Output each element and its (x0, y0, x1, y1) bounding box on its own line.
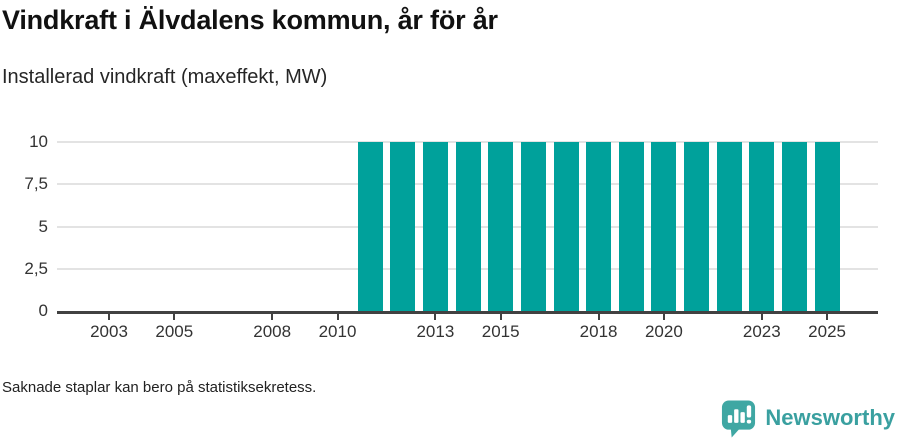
x-axis-label: 2018 (579, 322, 618, 341)
x-axis-label: 2005 (155, 322, 194, 341)
x-axis-label: 2015 (481, 322, 520, 341)
x-axis-tick (826, 314, 829, 320)
x-axis-label: 2013 (416, 322, 455, 341)
x-axis-tick (336, 314, 339, 320)
x-axis-tick (108, 314, 110, 320)
bar (357, 142, 383, 311)
bar (716, 142, 742, 311)
newsworthy-logo-icon (722, 400, 756, 438)
y-axis-label: 0 (38, 301, 48, 320)
x-axis-tick (499, 314, 502, 320)
y-axis-label: 10 (29, 132, 48, 151)
x-axis-tick (173, 314, 176, 320)
x-axis-tick (597, 314, 600, 320)
x-axis-label: 2023 (742, 322, 781, 341)
y-axis-label: 5 (38, 216, 48, 236)
newsworthy-logo: Newsworthy (720, 398, 895, 438)
x-axis-tick (271, 314, 274, 320)
footnote: Saknade staplar kan bero på statistiksek… (2, 379, 317, 396)
x-axis-tick (760, 314, 763, 320)
x-axis-label: 2020 (644, 322, 683, 341)
bar (618, 142, 644, 311)
bar (455, 142, 481, 311)
x-axis-label: 2003 (90, 322, 128, 341)
x-axis-tick (662, 314, 665, 320)
x-axis-label: 2008 (253, 322, 292, 341)
x-axis-label: 2010 (318, 322, 357, 341)
x-axis-label: 2025 (808, 322, 846, 341)
bar (520, 142, 546, 311)
bar (781, 142, 807, 311)
newsworthy-logo-text: Newsworthy (765, 405, 895, 430)
bar (422, 142, 448, 311)
bar (488, 142, 514, 311)
y-axis-label: 2,5 (24, 258, 48, 278)
chart-title: Vindkraft i Älvdalens kommun, år för år (2, 5, 498, 35)
bar (749, 142, 775, 311)
bar (814, 142, 840, 311)
bar (684, 142, 709, 311)
bar (651, 142, 677, 311)
bar (553, 142, 579, 311)
x-axis-tick (434, 314, 437, 320)
chart-subtitle: Installerad vindkraft (maxeffekt, MW) (2, 66, 328, 88)
bar (390, 142, 416, 311)
x-axis-line (57, 311, 878, 314)
y-axis-label: 7,5 (24, 174, 48, 194)
bar (586, 142, 612, 311)
